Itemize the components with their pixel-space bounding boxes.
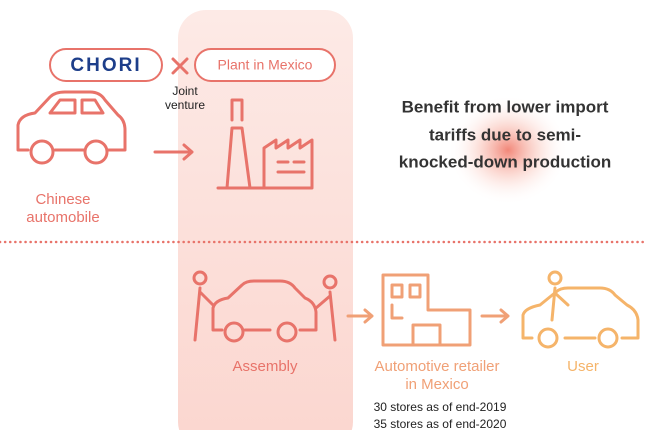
logo: CHORI <box>70 55 141 76</box>
source-line: Chinese <box>35 191 90 208</box>
logo-pill <box>49 48 163 82</box>
assembly-icon <box>192 270 338 343</box>
assembly-label: Assembly <box>232 358 298 375</box>
stores-line: 35 stores as of end-2020 <box>374 417 507 430</box>
retailer-icon <box>381 273 472 347</box>
partner-pill <box>194 48 336 82</box>
user-label: User <box>567 358 599 375</box>
user-icon <box>521 270 640 349</box>
arrow <box>153 143 194 161</box>
plant-band <box>178 10 353 430</box>
arrow <box>480 308 510 324</box>
partner: Plant in Mexico <box>218 57 313 73</box>
benefit-line: Benefit from lower import <box>402 97 609 116</box>
source-line: automobile <box>26 209 99 226</box>
benefit-line: knocked-down production <box>399 152 612 171</box>
stores-line: 30 stores as of end-2019 <box>374 400 507 414</box>
joint-line: venture <box>165 98 205 112</box>
factory-icon <box>216 98 314 190</box>
joint-line: Joint <box>172 84 198 98</box>
retailer-line: in Mexico <box>405 376 468 393</box>
arrow <box>346 308 374 324</box>
glow <box>448 95 568 205</box>
retailer-line: Automotive retailer <box>374 358 499 375</box>
benefit-line: tariffs due to semi- <box>429 125 581 144</box>
car-icon <box>16 90 127 165</box>
cross <box>171 57 189 75</box>
